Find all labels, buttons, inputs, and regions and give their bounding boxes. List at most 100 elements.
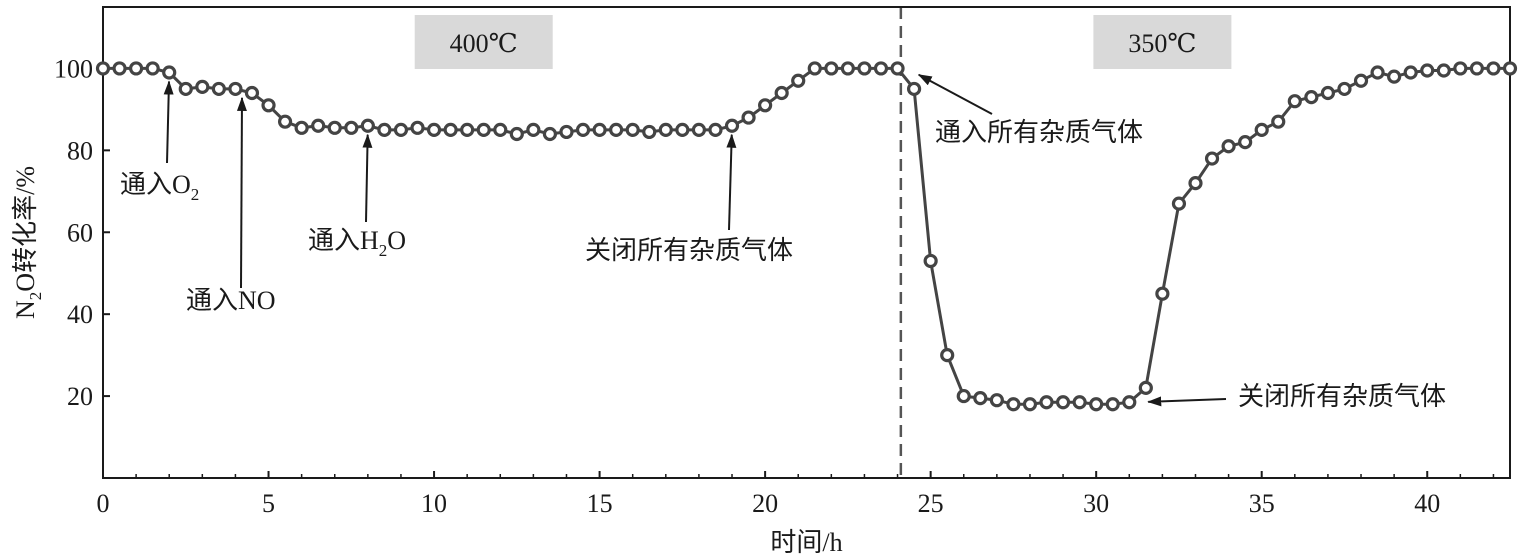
data-point [311,118,326,133]
data-point [162,65,177,80]
region-label: 350℃ [1128,29,1196,58]
data-point [625,122,640,137]
data-point [1204,151,1220,166]
data-point [1271,114,1286,129]
data-point [1238,135,1253,150]
data-point [741,110,756,125]
data-point [1006,397,1021,412]
data-point [145,61,160,76]
data-point [824,61,839,76]
data-point [344,120,359,135]
annotation-label: 通入所有杂质气体 [935,118,1143,147]
data-point [1287,94,1302,109]
y-tick-label: 40 [67,300,93,329]
annotation-text: 关闭所有杂质气体 [1238,382,1446,411]
x-tick-label: 15 [587,489,613,518]
x-tick-label: 20 [752,489,778,518]
x-tick-label: 25 [918,489,944,518]
y-axis-title-part: O转化率/% [11,166,40,292]
data-point [277,114,293,129]
data-point [575,122,591,137]
data-point [675,122,690,137]
data-point [244,85,260,101]
data-point [261,98,276,113]
data-point [1105,397,1120,412]
annotation-label: 通入H2O [308,226,406,260]
data-point [1221,139,1236,154]
data-point [426,122,442,137]
data-point [857,61,872,76]
annotation-label: 关闭所有杂质气体 [1238,382,1446,411]
data-point [1337,81,1352,97]
y-tick-label: 100 [54,54,93,83]
data-point [1155,286,1170,301]
annotation-arrow [236,96,247,289]
data-point [1502,61,1518,76]
annotation-text: 关闭所有杂质气体 [585,236,793,265]
region-label-box [1093,15,1232,69]
data-point [377,122,392,137]
data-point [460,122,475,137]
temperature-regions: 400℃ 350℃ [414,7,1232,478]
annotation-label: 通入O2 [120,170,199,204]
data-point [724,118,740,133]
data-point [95,61,111,76]
data-point [1039,395,1054,410]
data-point [195,79,210,94]
x-tick-label: 0 [97,489,110,518]
annotation-text: 通入所有杂质气体 [935,118,1143,147]
data-point [708,122,723,137]
data-point [691,122,707,137]
annotation-arrow [1147,396,1227,407]
data-point [493,122,508,137]
data-point [1469,61,1484,76]
x-tick-label: 30 [1083,489,1109,518]
annotation-arrow [362,133,373,223]
data-point [1055,395,1071,410]
data-point [923,253,938,269]
data-point [178,81,193,97]
y-tick-label: 60 [67,218,93,247]
x-tick-label: 10 [421,489,447,518]
data-point [890,61,905,76]
data-point [758,98,773,113]
annotation-text: O [387,226,406,255]
data-point [112,61,127,76]
x-tick-label: 40 [1414,489,1440,518]
annotation-text: 通入O [120,170,191,199]
data-point [360,118,375,133]
annotation-arrow [163,80,174,164]
data-point [840,61,855,76]
data-point [509,126,524,142]
data-point [658,122,673,137]
data-point [1436,63,1451,78]
data-point [443,122,458,137]
data-point [1353,73,1369,88]
data-point [129,61,144,76]
annotation-subscript: 2 [379,241,388,260]
x-tick-label: 5 [262,489,275,518]
annotation-label: 通入NO [186,286,276,315]
data-point [559,124,574,140]
y-axis-title-part: N [11,300,40,319]
x-axis-title: 时间/h [770,528,842,557]
data-point [542,126,558,142]
data-point [906,81,922,97]
data-point [956,388,971,404]
data-point [807,61,822,76]
data-point [526,122,541,137]
data-point [1403,65,1418,80]
data-point [1089,397,1104,412]
data-point [1022,397,1038,412]
plot-frame [102,6,1511,479]
data-point [1072,395,1087,410]
y-tick-label: 80 [67,136,93,165]
region-label: 400℃ [450,29,518,58]
annotation-arrow [917,73,993,115]
y-axis-title: N2O转化率/% [11,166,45,319]
data-point [791,73,806,88]
data-point [592,122,607,137]
